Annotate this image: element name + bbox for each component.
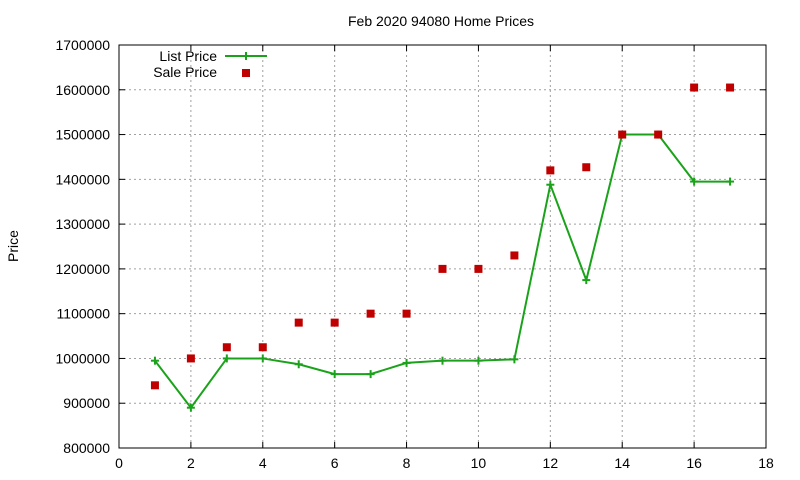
list-price-point xyxy=(366,370,375,379)
y-tick-label: 1100000 xyxy=(57,306,111,322)
x-tick-label: 14 xyxy=(614,455,630,471)
sale-price-point xyxy=(546,166,555,175)
grid xyxy=(119,45,766,448)
legend-swatch-cross xyxy=(242,52,250,60)
list-price-point xyxy=(258,354,267,363)
list-price-point xyxy=(546,180,555,189)
sale-price-point xyxy=(150,381,159,390)
list-price-point xyxy=(294,360,303,369)
list-price-point xyxy=(582,276,591,285)
x-tick-label: 6 xyxy=(331,455,339,471)
y-tick-label: 1600000 xyxy=(55,82,110,98)
x-tick-label: 2 xyxy=(187,455,195,471)
sale-price-point xyxy=(366,309,375,318)
x-tick-label: 18 xyxy=(758,455,774,471)
series-layer xyxy=(150,83,735,412)
sale-price-point xyxy=(330,318,339,327)
list-price-point xyxy=(186,403,195,412)
sale-price-point xyxy=(258,343,267,352)
sale-price-point xyxy=(690,83,699,92)
sale-price-point xyxy=(582,163,591,172)
list-price-point xyxy=(726,177,735,186)
sale-price-point xyxy=(726,83,735,92)
list-price-point xyxy=(690,177,699,186)
y-tick-label: 900000 xyxy=(63,395,110,411)
sale-price-point xyxy=(186,354,195,363)
sale-price-point xyxy=(618,130,627,139)
chart-title: Feb 2020 94080 Home Prices xyxy=(348,13,534,29)
list-price-point xyxy=(402,358,411,367)
axis-ticks: 0 2 4 6 8 10 12 14 16 18 800000 900000 1000000 110000… xyxy=(55,37,774,471)
sale-price-point xyxy=(402,309,411,318)
y-axis-label: Price xyxy=(5,230,21,262)
y-tick-label: 1200000 xyxy=(55,261,110,277)
x-tick-label: 10 xyxy=(471,455,487,471)
plot-frame xyxy=(118,44,767,449)
x-tick-label: 12 xyxy=(543,455,559,471)
y-tick-label: 1700000 xyxy=(55,37,110,53)
sale-price-point xyxy=(222,343,231,352)
y-tick-label: 1300000 xyxy=(55,216,110,232)
list-price-point xyxy=(510,355,519,364)
list-price-point xyxy=(438,356,447,365)
sale-price-point xyxy=(294,318,303,327)
sale-price-point xyxy=(510,251,519,260)
sale-price-point xyxy=(438,264,447,273)
legend-label: Sale Price xyxy=(153,64,217,80)
list-price-point xyxy=(474,356,483,365)
x-tick-label: 8 xyxy=(403,455,411,471)
sale-price-point xyxy=(654,130,663,139)
sale-price-point xyxy=(474,264,483,273)
legend-swatch-square xyxy=(242,69,250,77)
y-tick-label: 1000000 xyxy=(55,350,110,366)
legend-label: List Price xyxy=(159,48,217,64)
y-tick-label: 1400000 xyxy=(55,171,110,187)
list-price-point xyxy=(150,356,159,365)
list-price-point xyxy=(222,354,231,363)
x-tick-label: 4 xyxy=(259,455,267,471)
y-tick-label: 800000 xyxy=(63,440,110,456)
y-tick-label: 1500000 xyxy=(55,127,110,143)
x-tick-label: 16 xyxy=(686,455,702,471)
x-tick-label: 0 xyxy=(115,455,123,471)
list-price-point xyxy=(330,370,339,379)
